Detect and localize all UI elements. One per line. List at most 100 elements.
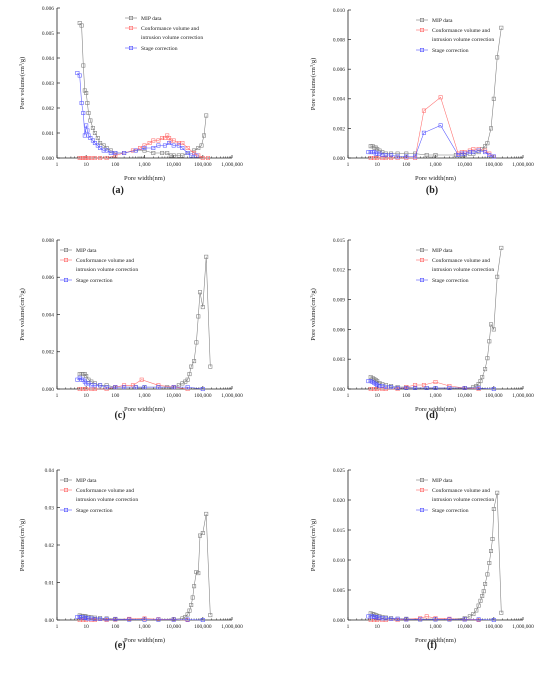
mip-series-point [208, 364, 213, 369]
mip-series-point [194, 340, 199, 345]
mip-series-point [491, 507, 496, 511]
x-tick-label: 1,000 [429, 162, 441, 168]
stage-series-point [104, 385, 109, 390]
mip-series-point [467, 614, 472, 619]
x-tick-label: 100,000 [485, 624, 503, 630]
stage-series-point [491, 387, 496, 391]
legend-label: intrusion volume correction [141, 35, 203, 41]
y-tick-label: 0.002 [42, 106, 54, 112]
stage-series-point [447, 617, 452, 622]
stage-series-point [200, 387, 205, 391]
stage-series-point [85, 128, 90, 133]
y-axis-title: Pore volume(cm3/g) [309, 519, 317, 572]
conformance-series-point [104, 156, 109, 160]
stage-series-point [90, 138, 95, 143]
mip-series-point [489, 126, 493, 131]
conformance-series-point [372, 387, 377, 391]
mip-series-point [478, 598, 483, 603]
mip-series-point [404, 151, 409, 156]
stage-series-point [171, 385, 176, 390]
y-axis-title: Pore volume(cm3/g) [309, 58, 317, 111]
conformance-series-point [142, 143, 147, 148]
stage-series-point [389, 385, 394, 389]
mip-series-point [483, 144, 488, 149]
mip-series-point [413, 151, 418, 156]
stage-series-point [194, 153, 199, 158]
stage-series-point [84, 616, 89, 621]
y-tick-label: 0.004 [333, 97, 345, 103]
panel-caption: (b) [426, 185, 438, 196]
stage-series-point [185, 617, 190, 622]
y-tick-label: 0.006 [42, 6, 54, 12]
stage-series-point [86, 616, 91, 621]
stage-series-point [487, 153, 492, 157]
legend-label: Stage correction [76, 278, 113, 284]
chart-panel-2: 1 10 100 1,000 10,000 100,000 1,000,000 0.000 0.… [309, 8, 534, 196]
stage-series-point [389, 153, 394, 157]
mip-series-point [424, 153, 429, 157]
mip-series-point [489, 549, 493, 553]
y-tick-label: 0.015 [333, 238, 345, 244]
mip-series-point [185, 612, 190, 617]
conformance-series-point [206, 156, 210, 160]
conformance-series-point [421, 108, 426, 113]
panel-caption: (f) [427, 640, 437, 651]
conformance-series-point [375, 618, 380, 622]
stage-series-point [151, 146, 156, 150]
legend-label: intrusion volume correction [432, 267, 494, 273]
stage-series-point [476, 617, 481, 622]
conformance-series-point [86, 156, 91, 160]
stage-series-point [122, 151, 127, 155]
legend-label: Stage correction [432, 48, 469, 54]
stage-series-point [127, 617, 132, 622]
y-tick-label: 0.004 [42, 56, 54, 62]
conformance-series-point [160, 136, 165, 140]
x-tick-label: 10 [83, 624, 89, 630]
stage-series-point [171, 143, 176, 148]
y-tick-label: 0.03 [45, 505, 55, 511]
mip-series-point [200, 305, 205, 310]
stage-series-point [413, 386, 418, 390]
x-tick-label: 10 [374, 393, 380, 399]
stage-series-point [471, 150, 476, 155]
conformance-series-point [98, 156, 103, 160]
mip-series-point [86, 111, 91, 115]
stage-series-point [447, 386, 452, 390]
stage-series-point [366, 614, 371, 619]
x-tick-label: 100 [111, 624, 119, 630]
conformance-series-point [113, 153, 118, 158]
mip-series-point [478, 379, 483, 384]
y-tick-label: 0.004 [42, 312, 54, 318]
stage-series-point [156, 385, 161, 390]
mip-series-point [81, 63, 86, 68]
stage-series-point [375, 615, 380, 620]
stage-series-point [95, 143, 100, 148]
legend-label: MIP data [76, 478, 97, 484]
y-tick-label: 0.008 [333, 38, 345, 44]
conformance-series-line [79, 379, 188, 390]
conformance-series-point [383, 387, 388, 391]
conformance-series-point [139, 377, 144, 382]
stage-series-point [395, 386, 400, 390]
conformance-series-point [389, 156, 394, 160]
stage-series-point [373, 382, 378, 386]
legend-label: MIP data [432, 18, 453, 24]
stage-series-point [383, 616, 388, 621]
x-tick-label: 1 [56, 393, 59, 399]
mip-series-point [499, 245, 504, 250]
x-tick-label: 10,000 [166, 393, 181, 399]
stage-series-point [82, 133, 87, 138]
x-tick-label: 100 [402, 162, 410, 168]
legend-swatch-marker [129, 15, 134, 20]
y-tick-label: 0.002 [42, 350, 54, 356]
legend: MIP data Conformance volume and intrusion … [60, 248, 138, 284]
x-tick-label: 10 [83, 393, 89, 399]
mip-series-point [189, 364, 194, 369]
mip-series-point [198, 533, 202, 538]
x-tick-label: 1,000,000 [512, 624, 534, 630]
conformance-series-point [171, 138, 176, 143]
y-tick-label: 0.012 [333, 268, 345, 274]
stage-series-point [483, 150, 488, 155]
y-tick-label: 0.003 [333, 357, 345, 363]
mip-series-point [187, 372, 192, 377]
